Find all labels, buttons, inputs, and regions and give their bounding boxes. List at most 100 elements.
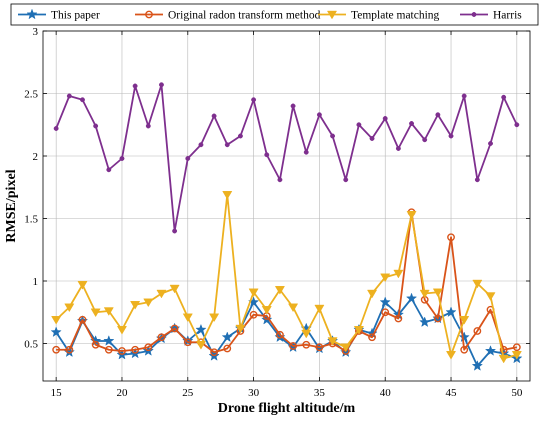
series-line bbox=[55, 83, 518, 232]
x-tick-label: 40 bbox=[380, 387, 392, 399]
data-point bbox=[448, 133, 454, 139]
y-axis-label: RMSE/pixel bbox=[4, 169, 19, 242]
data-point bbox=[368, 333, 376, 342]
data-point bbox=[143, 298, 154, 308]
y-tick-label: 1.5 bbox=[24, 214, 38, 226]
data-point bbox=[472, 279, 483, 289]
data-point bbox=[210, 348, 219, 357]
data-point bbox=[223, 344, 232, 353]
x-tick-label: 15 bbox=[51, 387, 63, 399]
data-point bbox=[473, 327, 482, 335]
data-point bbox=[433, 314, 442, 323]
data-point bbox=[198, 142, 204, 148]
data-point bbox=[222, 191, 233, 200]
data-point bbox=[130, 301, 141, 310]
data-point bbox=[514, 122, 520, 128]
legend-marker bbox=[326, 10, 338, 20]
data-point bbox=[80, 97, 85, 103]
data-point bbox=[159, 82, 164, 88]
series-line bbox=[55, 193, 518, 360]
data-point bbox=[235, 324, 246, 334]
data-point bbox=[53, 126, 59, 131]
data-point bbox=[248, 288, 259, 298]
y-tick-label: 2.5 bbox=[24, 89, 38, 101]
data-point bbox=[447, 233, 455, 242]
data-point bbox=[382, 116, 388, 121]
data-point bbox=[288, 303, 299, 313]
data-point bbox=[422, 137, 428, 143]
data-point bbox=[209, 313, 220, 323]
data-point bbox=[132, 83, 138, 89]
data-point bbox=[52, 345, 61, 354]
data-point bbox=[356, 122, 362, 128]
data-point bbox=[91, 340, 100, 349]
data-point bbox=[485, 292, 496, 301]
data-point bbox=[195, 323, 207, 335]
data-point bbox=[330, 133, 336, 139]
data-point bbox=[169, 284, 180, 294]
data-point bbox=[264, 152, 270, 158]
data-point bbox=[65, 345, 74, 354]
data-point bbox=[303, 149, 309, 155]
data-point bbox=[432, 288, 443, 298]
legend-label: Template matching bbox=[351, 10, 440, 22]
x-tick-label: 30 bbox=[248, 387, 260, 399]
legend-box bbox=[10, 3, 539, 26]
data-point bbox=[66, 93, 72, 99]
data-point bbox=[405, 292, 418, 304]
data-point bbox=[512, 343, 521, 352]
x-tick-label: 45 bbox=[446, 387, 458, 399]
data-point bbox=[50, 326, 62, 338]
y-tick-label: 2 bbox=[33, 151, 39, 163]
data-point bbox=[340, 343, 351, 353]
data-point bbox=[394, 314, 403, 323]
data-point bbox=[93, 123, 99, 129]
y-tick-label: 0.5 bbox=[24, 339, 38, 351]
data-point bbox=[274, 286, 285, 295]
data-point bbox=[131, 345, 140, 354]
data-point bbox=[118, 347, 126, 355]
data-point bbox=[290, 103, 296, 109]
data-point bbox=[316, 112, 322, 118]
data-point bbox=[261, 306, 272, 315]
legend-label: Harris bbox=[493, 10, 522, 22]
data-point bbox=[251, 97, 257, 103]
data-point bbox=[301, 329, 312, 339]
data-point bbox=[471, 360, 483, 371]
series-4 bbox=[53, 82, 520, 234]
data-point bbox=[498, 354, 509, 364]
data-point bbox=[314, 304, 325, 314]
series-3 bbox=[51, 191, 522, 364]
data-point bbox=[145, 123, 151, 129]
data-point bbox=[103, 307, 114, 316]
data-point bbox=[445, 306, 457, 318]
data-point bbox=[445, 351, 457, 360]
legend-marker bbox=[145, 10, 153, 19]
y-tick-label: 1 bbox=[33, 276, 39, 288]
plot-area-frame bbox=[42, 30, 531, 382]
data-point bbox=[458, 331, 470, 343]
data-point bbox=[353, 326, 364, 335]
data-point bbox=[315, 343, 324, 352]
data-point bbox=[367, 289, 378, 299]
data-point bbox=[395, 146, 401, 151]
x-axis-label: Drone flight altitude/m bbox=[218, 401, 356, 416]
data-point bbox=[393, 269, 404, 279]
data-point bbox=[119, 156, 125, 161]
data-point bbox=[64, 303, 75, 313]
data-point bbox=[406, 211, 417, 220]
data-point bbox=[511, 351, 522, 360]
data-point bbox=[237, 133, 243, 139]
axis-ticks: 15 20 25 30 35 40 45 50 0.5 1 1.5 2 2.5 3 bbox=[24, 26, 530, 399]
data-point bbox=[183, 338, 192, 347]
data-point bbox=[106, 167, 112, 173]
legend-label: This paper bbox=[51, 10, 100, 22]
data-point bbox=[460, 345, 469, 354]
data-point bbox=[419, 289, 430, 299]
data-point bbox=[327, 337, 338, 346]
data-point bbox=[435, 112, 441, 118]
data-point bbox=[104, 345, 113, 354]
data-point bbox=[211, 113, 217, 119]
